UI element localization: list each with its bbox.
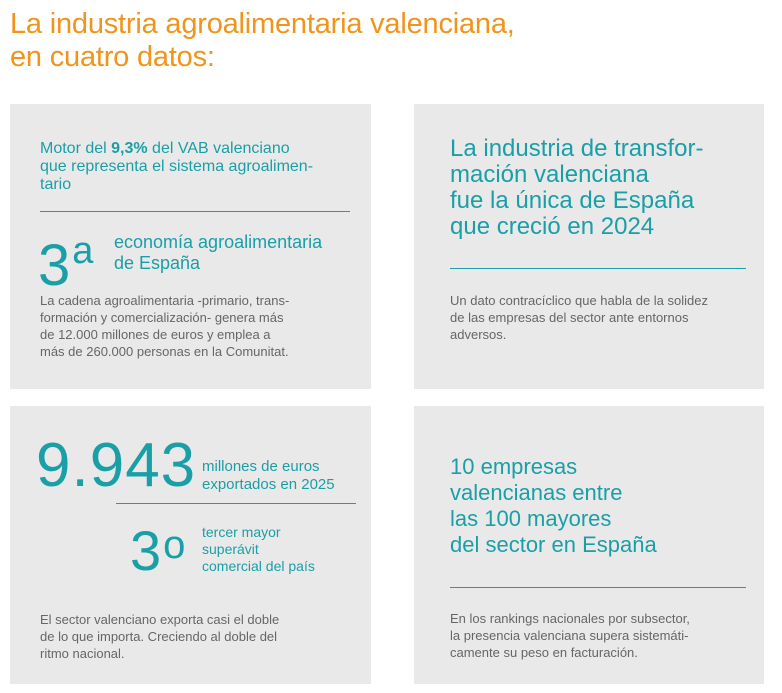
body-line: la presencia valenciana supera sistemáti… xyxy=(450,628,689,643)
heading-line: las 100 mayores xyxy=(450,506,612,531)
export-caption-line-2: exportados en 2025 xyxy=(202,476,335,493)
vab-text-line-2: que representa el sistema agroalimen- xyxy=(40,158,314,175)
rank-number: 3 xyxy=(38,233,71,298)
body-line: adversos. xyxy=(450,327,507,342)
heading-line: del sector en España xyxy=(450,532,657,557)
fact-card-vab: Motor del 9,3% del VAB valenciano que re… xyxy=(10,104,371,389)
card-body-text: En los rankings nacionales por subsector… xyxy=(450,610,750,661)
vab-statement: Motor del 9,3% del VAB valenciano que re… xyxy=(40,140,360,194)
rank-caption-line-2: de España xyxy=(114,253,201,273)
body-line: más de 260.000 personas en la Comunitat. xyxy=(40,344,289,359)
heading-line: 10 empresas xyxy=(450,454,578,479)
body-line: ritmo nacional. xyxy=(40,646,125,661)
export-caption: millones de euros exportados en 2025 xyxy=(202,458,362,494)
fact-card-companies: 10 empresas valencianas entre las 100 ma… xyxy=(414,406,764,684)
title-line-1: La industria agroalimentaria valenciana, xyxy=(10,8,515,40)
card-body-text: El sector valenciano exporta casi el dob… xyxy=(40,611,355,662)
surplus-rank-figure: 3o xyxy=(130,516,185,580)
body-line: La cadena agroalimentaria -primario, tra… xyxy=(40,293,290,308)
body-line: formación y comercialización- genera más xyxy=(40,310,284,325)
vab-text-rest: del VAB valenciano xyxy=(147,140,290,157)
body-line: de 12.000 millones de euros y emplea a xyxy=(40,327,271,342)
surplus-caption: tercer mayor superávit comercial del paí… xyxy=(202,524,362,575)
heading-line: mación valenciana xyxy=(450,161,649,188)
vab-percentage: 9,3% xyxy=(111,140,148,157)
surplus-rank-number: 3 xyxy=(130,519,162,582)
heading-line: La industria de transfor- xyxy=(450,135,704,162)
title-line-2: en cuatro datos: xyxy=(10,41,215,73)
surplus-caption-line-3: comercial del país xyxy=(202,558,315,574)
divider xyxy=(116,503,356,504)
body-line: En los rankings nacionales por subsector… xyxy=(450,611,690,626)
card-body-text: La cadena agroalimentaria -primario, tra… xyxy=(40,292,355,360)
vab-text-prefix: Motor del xyxy=(40,140,112,157)
divider xyxy=(40,211,350,212)
body-line: El sector valenciano exporta casi el dob… xyxy=(40,612,280,627)
heading-line: valencianas entre xyxy=(450,480,623,505)
rank-figure: 3a xyxy=(38,222,93,295)
divider xyxy=(450,587,746,588)
export-value: 9.943 xyxy=(36,431,197,500)
vab-text-line-3: tario xyxy=(40,176,72,193)
rank-caption-line-1: economía agroalimentaria xyxy=(114,232,323,252)
body-line: Un dato contracíclico que habla de la so… xyxy=(450,293,708,308)
page-title: La industria agroalimentaria valenciana,… xyxy=(10,8,515,74)
heading-line: fue la única de España xyxy=(450,187,695,214)
fact-card-growth: La industria de transfor- mación valenci… xyxy=(414,104,764,389)
surplus-caption-line-2: superávit xyxy=(202,541,259,557)
surplus-rank-suffix: o xyxy=(163,523,186,567)
card-heading: La industria de transfor- mación valenci… xyxy=(450,136,750,240)
body-line: de las empresas del sector ante entornos xyxy=(450,310,689,325)
export-caption-line-1: millones de euros xyxy=(202,458,320,475)
body-line: camente su peso en facturación. xyxy=(450,645,638,660)
divider xyxy=(450,268,746,269)
card-body-text: Un dato contracíclico que habla de la so… xyxy=(450,292,750,343)
fact-card-exports: 9.943 millones de euros exportados en 20… xyxy=(10,406,371,684)
rank-suffix: a xyxy=(72,230,94,272)
rank-caption: economía agroalimentaria de España xyxy=(114,232,354,274)
body-line: de lo que importa. Creciendo al doble de… xyxy=(40,629,278,644)
heading-line: que creció en 2024 xyxy=(450,213,655,240)
surplus-caption-line-1: tercer mayor xyxy=(202,524,281,540)
card-heading: 10 empresas valencianas entre las 100 ma… xyxy=(450,454,750,558)
